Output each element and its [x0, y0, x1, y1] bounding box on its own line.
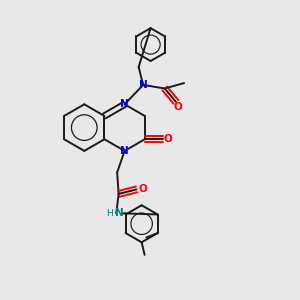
Text: O: O [173, 102, 182, 112]
Text: O: O [164, 134, 172, 144]
Text: N: N [139, 80, 148, 90]
Text: H: H [106, 209, 113, 218]
Text: N: N [116, 208, 124, 218]
Text: N: N [120, 99, 129, 109]
Text: N: N [120, 146, 129, 156]
Text: O: O [138, 184, 147, 194]
